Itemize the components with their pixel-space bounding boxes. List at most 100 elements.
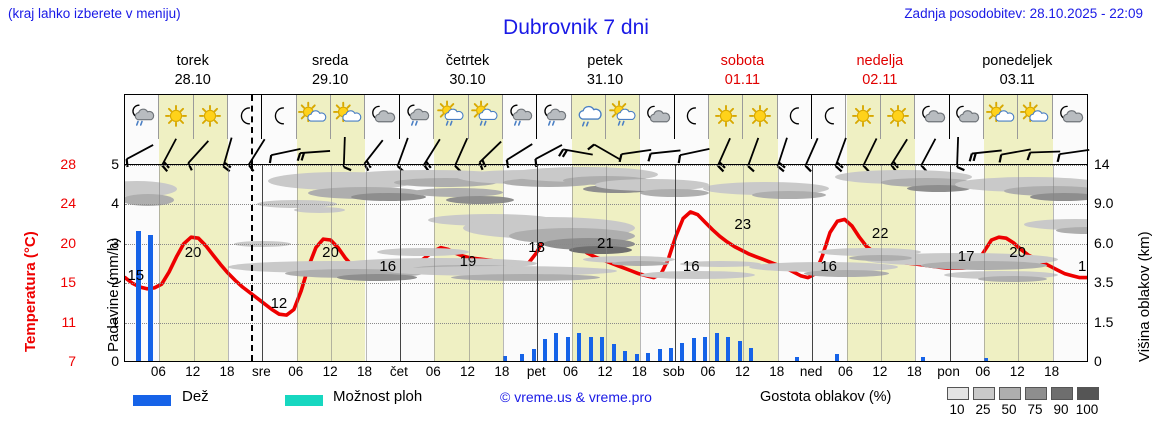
time-tick: pon [937,364,960,379]
time-tick: 18 [494,364,510,379]
copyright-text[interactable]: © vreme.us & vreme.pro [500,389,652,405]
cloud-density-legend-title: Gostota oblakov (%) [760,389,892,405]
time-tick: 18 [906,364,922,379]
time-tick: 12 [185,364,201,379]
time-tick: ned [799,364,823,379]
last-updated: Zadnja posodobitev: 28.10.2025 - 22:09 [904,6,1143,21]
time-tick: 18 [1044,364,1060,379]
precipitation-bar [714,333,719,361]
wind-barb [968,149,1002,162]
moon-icon [228,95,263,139]
precipitation-bar [588,336,593,361]
cloud-density-blob [594,178,710,191]
cloud-density-blob [1055,226,1087,234]
cloud-density-blob [680,260,761,267]
precipitation-bar [565,336,570,361]
precipitation-bar [634,353,639,361]
temperature-label: 20 [1009,244,1026,261]
rain-legend-label: Dež [182,388,209,405]
hour-separator [331,165,333,361]
day-header-sobota: sobota 01.11 [674,52,811,92]
cloud-density-value: 50 [1001,402,1017,417]
cloud-density-blob [394,178,498,188]
temperature-label: 15 [127,266,145,284]
time-axis-ticks: 06 12 18 sre 06 12 18 čet 06 12 18 pet 06 12 18 sob 06 12… [124,364,1088,382]
cloud-density-value: 100 [1075,402,1099,417]
sun-icon [194,95,229,139]
time-tick: 18 [769,364,785,379]
temperature-label: 12 [270,295,288,313]
location-hint[interactable]: (kraj lahko izberete v meniju) [8,6,181,21]
precipitation-bar [749,348,754,361]
cloud-height-tick: 14 [1094,156,1110,172]
wind-barb [296,150,331,162]
moon-cloud-icon [366,95,400,139]
wind-barb [558,148,593,158]
wind-barb [587,143,621,161]
day-separator [674,165,676,361]
day-separator [812,165,814,361]
hour-separator [846,165,848,361]
sun-cloud-icon [1018,95,1053,139]
temperature-tick: 28 [60,156,76,172]
hour-separator [571,165,573,361]
cloud-height-tick: 1.5 [1094,313,1114,330]
wind-barb [717,137,731,173]
temperature-tick: 24 [60,195,76,212]
hour-separator [468,165,470,361]
current-time-marker-top [250,95,253,165]
precipitation-bar [680,342,685,361]
cloud-density-blob [583,256,675,264]
time-tick: 12 [872,364,888,379]
temperature-label: 16 [379,257,397,275]
cloud-height-tick: 0 [1094,353,1102,369]
hour-separator [159,165,161,361]
day-date: 30.10 [449,72,486,88]
moon-cloud-rain-icon [503,95,538,139]
day-header-ponedeljek: ponedeljek 03.11 [949,52,1086,92]
day-separator [399,165,401,361]
temperature-tick: 20 [60,234,76,251]
moon-cloud-rain-icon [125,95,160,139]
cloud-density-blob [376,247,469,256]
moon-cloud-rain-icon [537,95,572,139]
time-tick: čet [389,364,408,379]
temperature-tick: 7 [68,353,76,369]
time-tick: 12 [734,364,750,379]
wind-barb [1056,149,1090,163]
precipitation-bar [983,357,988,361]
sun-cloud-icon [297,95,332,139]
wind-barb [956,136,965,172]
cloud-height-tick: 3.5 [1094,274,1114,291]
moon-cloud-rain-icon [400,95,435,139]
cloud-density-blob [640,271,755,280]
temperature-label: 16 [682,257,700,275]
precipitation-bar [657,349,662,361]
precipitation-tick: 2 [111,274,119,291]
precipitation-bar [520,353,525,361]
time-tick: 12 [1009,364,1025,379]
sun-cloud-icon [984,95,1019,139]
temperature-label: 20 [185,244,202,261]
wind-barb [342,136,352,172]
moon-cloud-icon [640,95,675,139]
cloud-density-blob [943,271,1059,280]
time-tick: 06 [425,364,441,379]
sun-icon [743,95,778,139]
precipitation-tick: 1 [111,313,119,330]
time-tick: 12 [597,364,613,379]
precipitation-bar [691,338,696,361]
cloud-density-blob [285,268,423,278]
day-separator [949,165,951,361]
time-tick: 06 [700,364,716,379]
temperature-axis-label: Temperatura (°C) [22,231,39,352]
day-header-četrtek: četrtek 30.10 [399,52,536,92]
precipitation-bar [611,344,616,361]
day-header-petek: petek 31.10 [536,52,673,92]
day-date: 31.10 [586,72,624,88]
cloud-density-value: 25 [975,402,991,417]
day-name: ponedeljek [982,53,1053,69]
rain-legend-swatch [133,395,171,406]
cloud-density-value: 75 [1027,402,1043,417]
hour-separator [1052,165,1054,361]
